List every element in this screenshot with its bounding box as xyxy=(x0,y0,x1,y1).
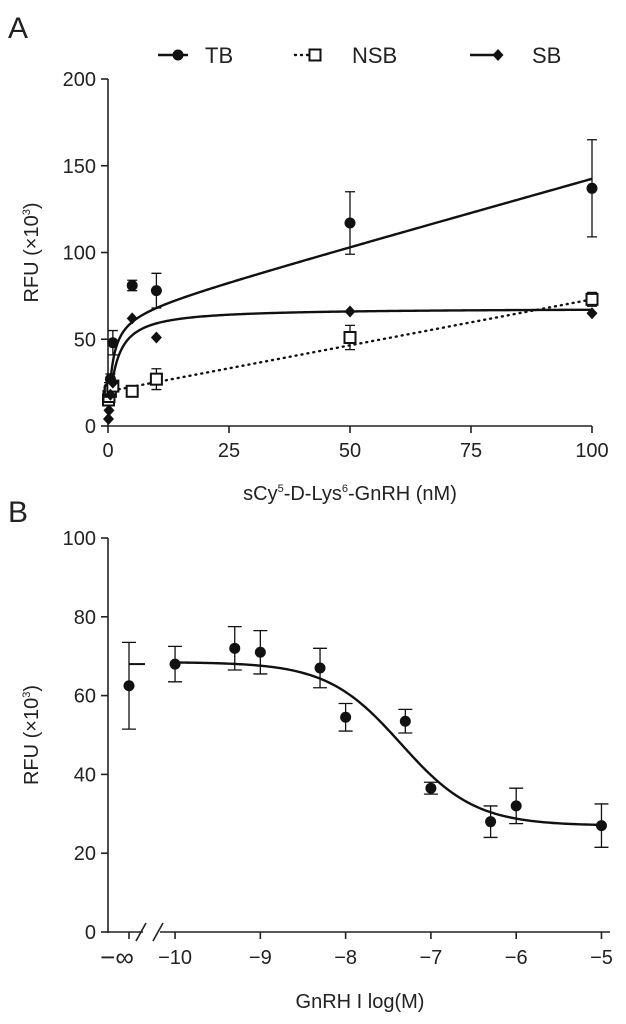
data-point-tb xyxy=(107,337,119,349)
x-axis-label: GnRH I log(M) xyxy=(296,991,425,1013)
y-axis-label-part: 3 xyxy=(21,209,33,215)
legend-marker-sb xyxy=(492,49,504,61)
x-tick-label-infinity: −∞ xyxy=(100,942,134,972)
x-tick-label: 75 xyxy=(460,440,482,462)
fit-line-tb xyxy=(107,177,593,420)
fit-line-sb xyxy=(107,308,593,423)
x-axis-label-part: 5 xyxy=(278,483,284,495)
data-point-sb xyxy=(103,404,115,417)
panel-a: A 0 50 100 150 200 0 25 50 75 100 sCy5-D-Lys6-GnRH … xyxy=(8,12,609,505)
data-point xyxy=(595,820,607,832)
x-axis-label-part: sCy xyxy=(243,483,277,505)
data-point xyxy=(340,711,352,723)
x-axis-label-part: -D-Lys xyxy=(284,483,342,505)
x-tick-label: −8 xyxy=(334,947,357,969)
panel-label-a: A xyxy=(8,12,28,45)
data-point xyxy=(485,816,497,828)
y-tick-label: 200 xyxy=(63,69,96,91)
legend-label-tb: TB xyxy=(205,43,233,68)
y-tick-label: 100 xyxy=(63,243,96,265)
data-point xyxy=(169,658,181,670)
y-tick-label: 100 xyxy=(63,528,96,550)
data-point xyxy=(425,782,437,794)
legend-marker-nsb xyxy=(308,48,322,62)
legend-marker-tb xyxy=(172,49,184,61)
data-point-tb xyxy=(126,279,138,291)
panel-b: B 0 20 40 60 80 100 −10 −9 −8 −7 −6 −5 −∞ GnRH I log(M… xyxy=(8,496,613,1013)
legend-label-nsb: NSB xyxy=(352,43,397,68)
panel-label-b: B xyxy=(8,496,28,529)
x-tick-label: −10 xyxy=(158,947,192,969)
data-point-sb xyxy=(102,413,114,426)
x-tick-label: −5 xyxy=(590,947,613,969)
data-point-sb xyxy=(126,312,138,325)
x-tick-label: −6 xyxy=(505,947,528,969)
data-point xyxy=(399,715,411,727)
data-point-nsb xyxy=(343,331,357,345)
y-tick-label: 40 xyxy=(74,764,96,786)
data-point-sb xyxy=(104,388,116,401)
data-point xyxy=(229,642,241,654)
x-axis-label-part: -GnRH (nM) xyxy=(348,483,457,505)
y-tick-label: 150 xyxy=(63,156,96,178)
data-point-nsb xyxy=(125,384,139,398)
data-point-sb xyxy=(150,331,162,344)
axis-lines xyxy=(107,538,610,933)
x-tick-label: 25 xyxy=(218,440,240,462)
x-tick-label: 0 xyxy=(102,440,113,462)
y-axis-label-part: RFU (×10 xyxy=(21,698,43,785)
data-point-sb xyxy=(107,376,119,389)
y-tick-label: 0 xyxy=(85,922,96,944)
data-point-nsb xyxy=(149,372,163,386)
data-point-nsb xyxy=(585,292,599,306)
data-point-tb xyxy=(344,217,356,229)
y-tick-label: 50 xyxy=(74,329,96,351)
axis-break-marks xyxy=(135,922,164,942)
x-axis-label-part: 6 xyxy=(342,483,348,495)
x-axis-label: sCy5-D-Lys6-GnRH (nM) xyxy=(243,483,457,505)
data-point-tb xyxy=(586,182,598,194)
y-tick-label: 60 xyxy=(74,686,96,708)
y-axis-label-part: ) xyxy=(21,685,43,692)
x-tick-label: 100 xyxy=(575,440,608,462)
data-point xyxy=(314,662,326,674)
y-axis-label-part: ) xyxy=(21,202,43,209)
data-point-infinity xyxy=(123,680,135,692)
x-tick-label: −7 xyxy=(419,947,442,969)
fit-line xyxy=(175,661,602,827)
y-tick-label: 20 xyxy=(74,843,96,865)
data-point-tb xyxy=(150,285,162,297)
y-axis-label: RFU (×103) xyxy=(21,202,43,302)
x-tick-label: 50 xyxy=(339,440,361,462)
data-point-sb xyxy=(586,307,598,320)
y-axis-label-part: RFU (×10 xyxy=(21,215,43,302)
y-tick-label: 0 xyxy=(85,416,96,438)
data-point xyxy=(254,646,266,658)
y-axis-label-part: 3 xyxy=(21,692,33,698)
y-axis-label: RFU (×103) xyxy=(21,685,43,785)
data-point xyxy=(510,800,522,812)
x-tick-label: −9 xyxy=(249,947,272,969)
legend-label-sb: SB xyxy=(532,43,561,68)
data-point-sb xyxy=(344,305,356,318)
y-tick-label: 80 xyxy=(74,607,96,629)
